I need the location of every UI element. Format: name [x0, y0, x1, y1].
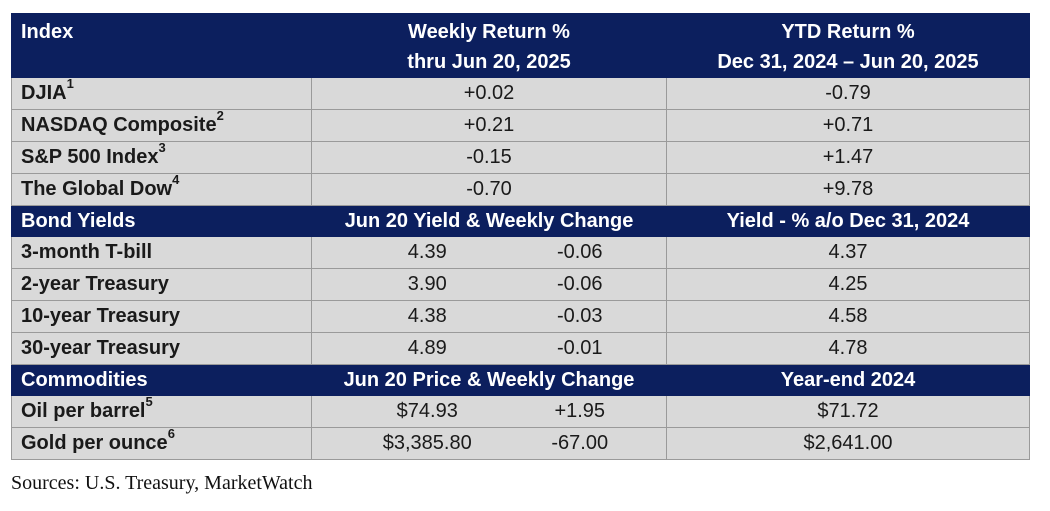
weekly-return-value: +0.02: [311, 77, 667, 110]
bond-name: 2-year Treasury: [11, 268, 312, 301]
ytd-return-value: -0.79: [666, 77, 1030, 110]
commodity-price-change-cell: $3,385.80 -67.00: [311, 427, 667, 460]
commodity-price: $74.93: [396, 400, 458, 422]
weekly-return-subtitle: thru Jun 20, 2025: [407, 51, 571, 73]
table-row: Gold per ounce6 $3,385.80 -67.00 $2,641.0…: [11, 427, 1030, 460]
bond-header-label: Bond Yields: [11, 205, 312, 237]
ytd-return-header: YTD Return % Dec 31, 2024 – Jun 20, 2025: [666, 13, 1030, 78]
bond-prior-yield: 4.25: [666, 268, 1030, 301]
table-row: 30-year Treasury 4.89 -0.01 4.78: [11, 332, 1030, 365]
bond-prior-yield: 4.58: [666, 300, 1030, 333]
bond-yield: 3.90: [407, 273, 447, 295]
index-name: The Global Dow4: [11, 173, 312, 206]
table-row: The Global Dow4 -0.70 +9.78: [11, 173, 1030, 206]
weekly-return-value: -0.70: [311, 173, 667, 206]
table-row: 2-year Treasury 3.90 -0.06 4.25: [11, 268, 1030, 301]
bond-yield: 4.89: [407, 337, 447, 359]
index-header-label: Index: [11, 13, 312, 78]
weekly-return-title: Weekly Return %: [408, 21, 570, 43]
commodity-weekly-change: +1.95: [554, 400, 606, 422]
commodity-header-row: Commodities Jun 20 Price & Weekly Change…: [11, 364, 1030, 396]
commodity-name: Oil per barrel5: [11, 395, 312, 428]
commodity-name: Gold per ounce6: [11, 427, 312, 460]
bond-name: 30-year Treasury: [11, 332, 312, 365]
ytd-return-value: +0.71: [666, 109, 1030, 142]
table-row: S&P 500 Index3 -0.15 +1.47: [11, 141, 1030, 174]
index-header-row: Index Weekly Return % thru Jun 20, 2025 …: [11, 13, 1030, 78]
bond-weekly-change: -0.06: [556, 273, 603, 295]
commodity-prior-price: $71.72: [666, 395, 1030, 428]
bond-prior-yield: 4.78: [666, 332, 1030, 365]
commodity-price-change-header: Jun 20 Price & Weekly Change: [311, 364, 667, 396]
bond-prior-yield: 4.37: [666, 236, 1030, 269]
ytd-return-value: +9.78: [666, 173, 1030, 206]
bond-yield: 4.39: [407, 241, 447, 263]
bond-name: 10-year Treasury: [11, 300, 312, 333]
index-name: S&P 500 Index3: [11, 141, 312, 174]
index-name: DJIA1: [11, 77, 312, 110]
commodity-prior-price: $2,641.00: [666, 427, 1030, 460]
bond-yield-change-header: Jun 20 Yield & Weekly Change: [311, 205, 667, 237]
bond-name: 3-month T-bill: [11, 236, 312, 269]
market-summary-table: Index Weekly Return % thru Jun 20, 2025 …: [11, 13, 1030, 460]
bond-yield-change-cell: 4.38 -0.03: [311, 300, 667, 333]
bond-yield-change-cell: 4.39 -0.06: [311, 236, 667, 269]
commodity-weekly-change: -67.00: [551, 432, 609, 454]
commodity-price-change-cell: $74.93 +1.95: [311, 395, 667, 428]
footnote-marker: 2: [216, 109, 224, 124]
footnote-marker: 6: [167, 427, 175, 442]
table-row: 10-year Treasury 4.38 -0.03 4.58: [11, 300, 1030, 333]
weekly-return-value: -0.15: [311, 141, 667, 174]
ytd-return-title: YTD Return %: [781, 21, 915, 43]
footnote-marker: 1: [66, 77, 74, 92]
footnote-marker: 4: [172, 173, 180, 188]
sources-note: Sources: U.S. Treasury, MarketWatch: [11, 472, 313, 494]
table-row: NASDAQ Composite2 +0.21 +0.71: [11, 109, 1030, 142]
commodity-prior-header: Year-end 2024: [666, 364, 1030, 396]
bond-weekly-change: -0.06: [556, 241, 603, 263]
commodity-price: $3,385.80: [382, 432, 472, 454]
weekly-return-header: Weekly Return % thru Jun 20, 2025: [311, 13, 667, 78]
bond-weekly-change: -0.03: [556, 305, 603, 327]
bond-prior-yield-header: Yield - % a/o Dec 31, 2024: [666, 205, 1030, 237]
bond-yield-change-cell: 3.90 -0.06: [311, 268, 667, 301]
table-row: DJIA1 +0.02 -0.79: [11, 77, 1030, 110]
bond-weekly-change: -0.01: [556, 337, 603, 359]
table-row: Oil per barrel5 $74.93 +1.95 $71.72: [11, 395, 1030, 428]
bond-yield-change-cell: 4.89 -0.01: [311, 332, 667, 365]
bond-header-row: Bond Yields Jun 20 Yield & Weekly Change…: [11, 205, 1030, 237]
table-row: 3-month T-bill 4.39 -0.06 4.37: [11, 236, 1030, 269]
weekly-return-value: +0.21: [311, 109, 667, 142]
ytd-return-subtitle: Dec 31, 2024 – Jun 20, 2025: [717, 51, 979, 73]
commodity-header-label: Commodities: [11, 364, 312, 396]
index-name: NASDAQ Composite2: [11, 109, 312, 142]
footnote-marker: 5: [145, 395, 153, 410]
footnote-marker: 3: [158, 141, 166, 156]
ytd-return-value: +1.47: [666, 141, 1030, 174]
bond-yield: 4.38: [407, 305, 447, 327]
